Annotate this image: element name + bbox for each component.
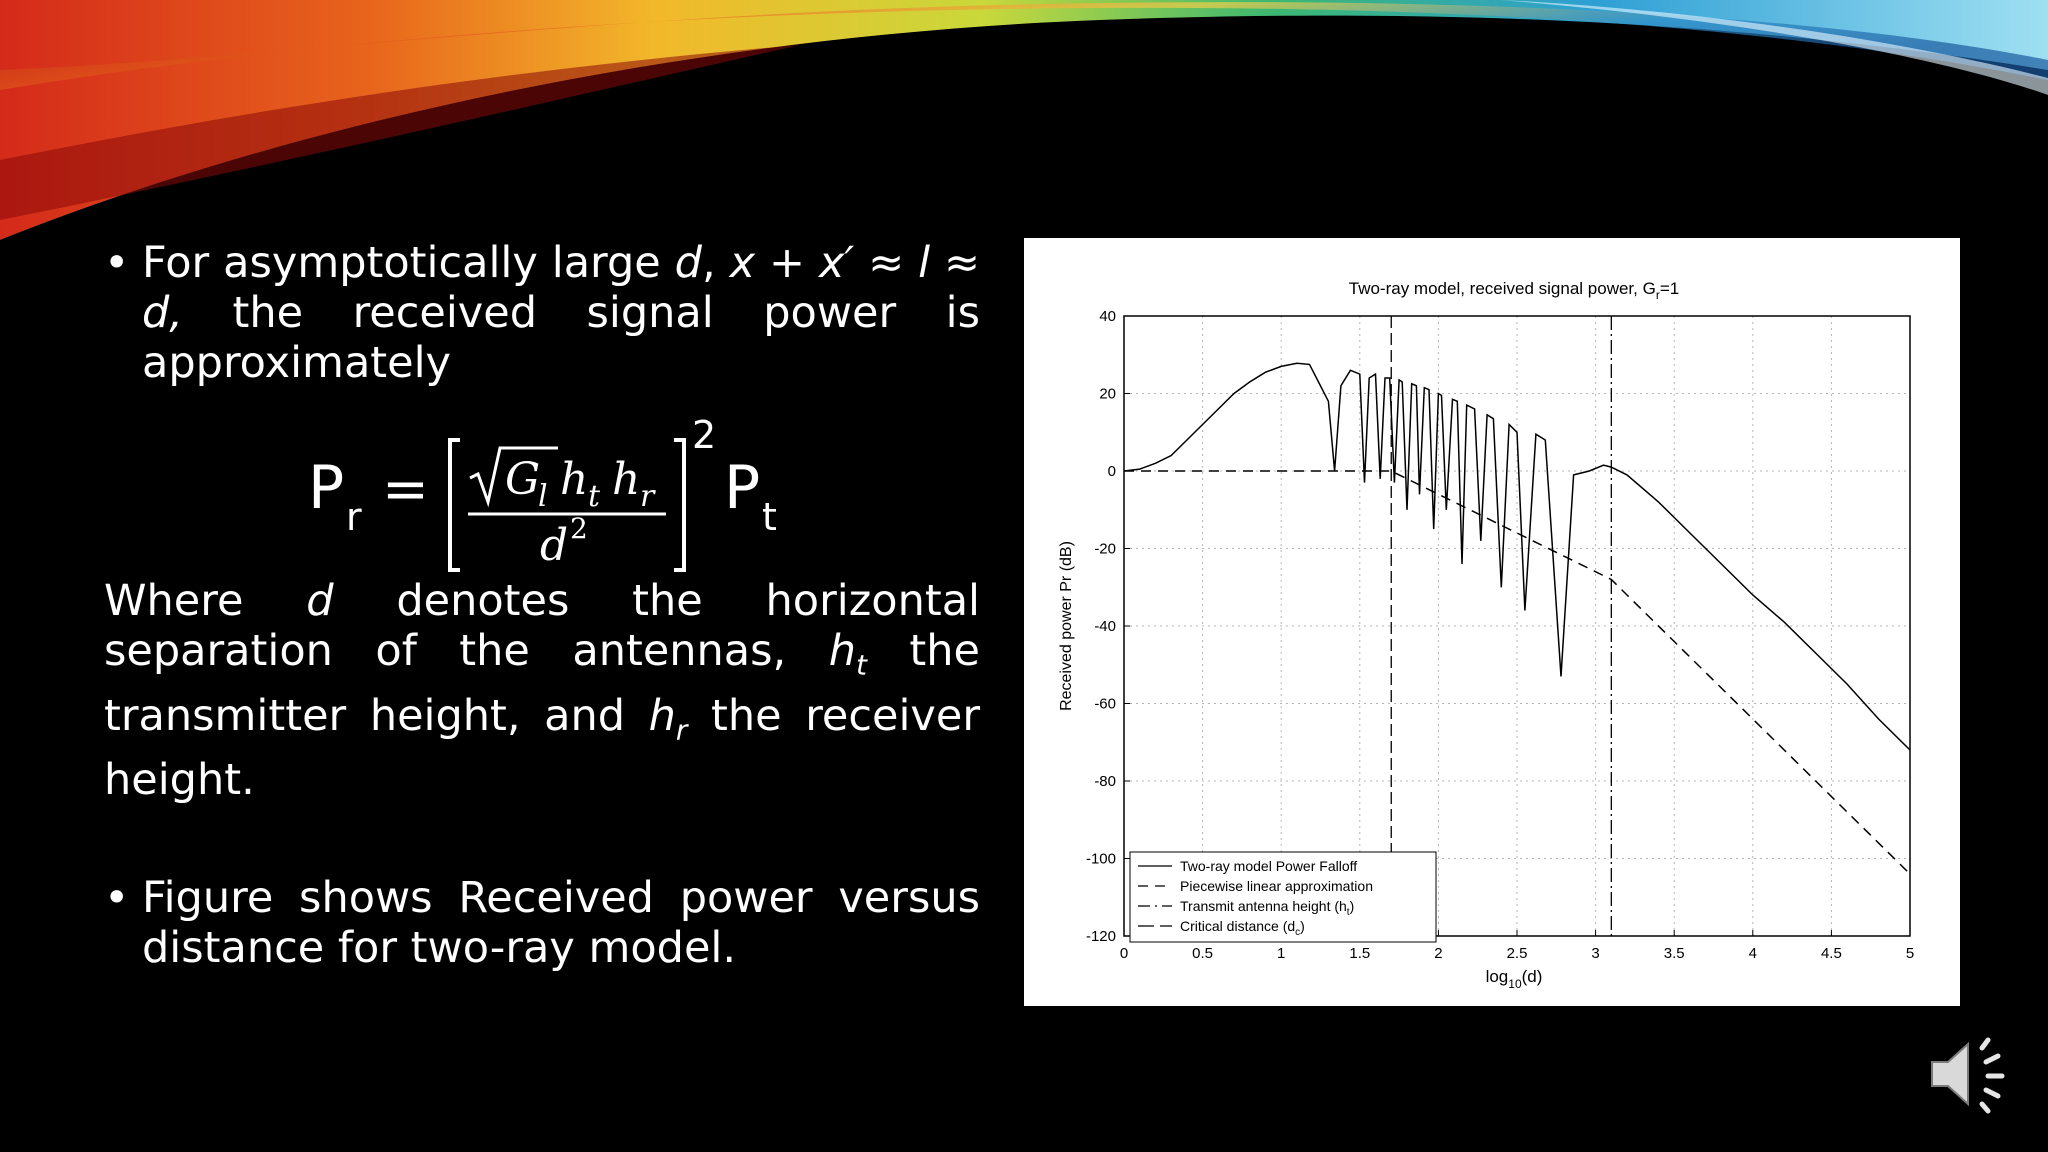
formula-lhs-sub: r	[346, 495, 362, 539]
x-tick-label: 4.5	[1821, 945, 1842, 962]
x-tick-label: 3	[1591, 945, 1599, 962]
grid-lines	[1123, 315, 1911, 937]
y-tick-label: 0	[1108, 463, 1116, 480]
y-tick-label: -60	[1094, 696, 1116, 713]
left-bracket	[448, 438, 460, 572]
x-axis-label: log10(d)	[1486, 967, 1543, 991]
x-tick-label: 2.5	[1507, 945, 1528, 962]
y-tick-label: -20	[1094, 541, 1116, 558]
para-text-4: the receiver height.	[104, 690, 981, 806]
formula-hr: h	[612, 454, 640, 505]
x-tick-label: 3.5	[1664, 945, 1685, 962]
para-text-3: the transmitter height, and	[104, 626, 980, 741]
para-var-ht: h	[828, 626, 856, 676]
y-tick-label: 20	[1099, 386, 1116, 403]
y-tick-label: -120	[1086, 928, 1116, 945]
para-text-2: denotes the horizontal separation of the…	[104, 576, 980, 676]
legend-label: Critical distance (dc)	[1180, 918, 1305, 938]
formula-rhs: P	[724, 453, 760, 523]
y-tick-label: -40	[1094, 618, 1116, 635]
x-tick-label: 4	[1749, 945, 1757, 962]
sqrt-sign	[469, 446, 558, 508]
axis-ticks: 0 0.5 1 1.5 2 2.5 3 3.5 4 4.5 5 40 20 0 -20 -40 -60 -80 -1…	[1086, 308, 1914, 962]
para-var-hr-sub: r	[675, 713, 688, 747]
legend-box	[1129, 851, 1437, 943]
bullet-text-pre: For asymptotically large	[142, 238, 675, 288]
bullet-text-post: the received signal power is approximate…	[142, 288, 980, 388]
x-tick-label: 5	[1906, 945, 1914, 962]
x-tick-label: 1	[1277, 945, 1285, 962]
figure-panel: 0 0.5 1 1.5 2 2.5 3 3.5 4 4.5 5 40 20 0 -20 -40 -60 -80 -1…	[1024, 238, 1960, 1006]
formula-exponent: 2	[692, 413, 716, 457]
series-layer	[1123, 316, 1911, 936]
chart-title: Two-ray model, received signal power, Gr…	[1349, 279, 1679, 302]
two-ray-chart: 0 0.5 1 1.5 2 2.5 3 3.5 4 4.5 5 40 20 0 -20 -40 -60 -80 -1…	[1058, 279, 1914, 991]
var-d: d	[674, 238, 702, 288]
legend-label: Transmit antenna height (ht)	[1180, 898, 1354, 918]
para-var-d: d	[306, 576, 334, 626]
para-var-hr: h	[648, 690, 676, 741]
paragraph-variable-definitions: Where d denotes the horizontal separatio…	[104, 576, 980, 805]
speaker-icon[interactable]	[1928, 1034, 2012, 1114]
x-tick-label: 0	[1120, 945, 1128, 962]
right-bracket	[674, 438, 686, 572]
chart-legend: Two-ray model Power Falloff Piecewise lin…	[1129, 851, 1437, 943]
series-piecewise-line	[1124, 470, 1911, 875]
y-tick-label: -80	[1094, 773, 1116, 790]
y-tick-label: -100	[1086, 851, 1116, 868]
received-power-formula: P r = G l h t h r d 2 2 P t	[308, 413, 777, 572]
formula-ht-sub: t	[588, 479, 601, 514]
formula-equals: =	[382, 457, 429, 522]
y-axis-label: Received power Pr (dB)	[1058, 541, 1075, 711]
decorative-banner	[0, 0, 2048, 240]
plot-frame	[1123, 315, 1911, 937]
formula-ht: h	[560, 454, 588, 505]
bullet-2-text: Figure shows Received power versus dista…	[142, 873, 980, 973]
bullet-icon: •	[104, 238, 130, 288]
distance-expression: x + x′ ≈ l ≈ d,	[142, 238, 980, 338]
formula-gain-sub: l	[538, 479, 548, 514]
para-text-1: Where	[104, 576, 307, 626]
formula-gain: G	[505, 454, 540, 505]
formula-hr-sub: r	[640, 479, 656, 514]
series-two-ray-line	[1123, 362, 1911, 751]
formula-lhs: P	[308, 453, 344, 523]
formula-denominator-exp: 2	[570, 512, 588, 545]
x-tick-label: 0.5	[1192, 945, 1213, 962]
bullet-text-mid: ,	[701, 238, 730, 288]
formula-denominator: d	[540, 520, 568, 571]
bullet-figure-description: • Figure shows Received power versus dis…	[104, 873, 980, 973]
legend-label: Piecewise linear approximation	[1180, 878, 1373, 894]
x-tick-label: 1.5	[1349, 945, 1370, 962]
formula-rhs-sub: t	[762, 495, 777, 539]
bullet-asymptotic: • For asymptotically large d, x + x′ ≈ l…	[104, 238, 980, 388]
x-tick-label: 2	[1434, 945, 1442, 962]
legend-label: Two-ray model Power Falloff	[1180, 858, 1357, 874]
bullet-icon: •	[104, 873, 130, 923]
para-var-ht-sub: t	[855, 648, 867, 682]
y-tick-label: 40	[1099, 308, 1116, 325]
